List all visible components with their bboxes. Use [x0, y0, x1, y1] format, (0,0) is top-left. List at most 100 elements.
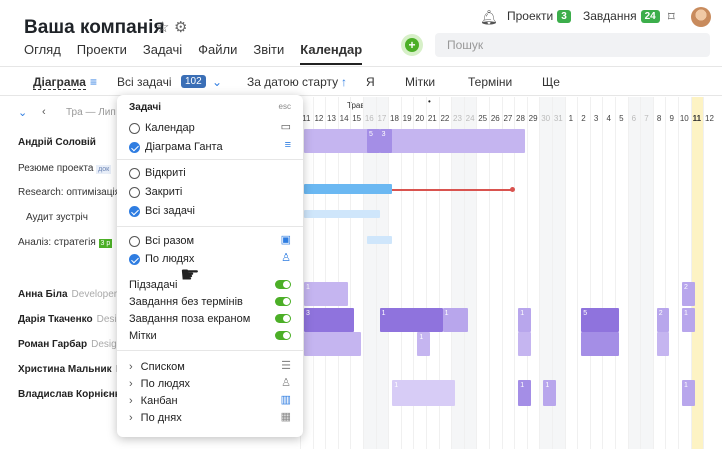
day-column	[350, 97, 363, 449]
tab-files[interactable]: Файли	[198, 42, 238, 57]
gear-icon[interactable]: ⚙	[174, 19, 188, 36]
gantt-bar[interactable]: 5	[367, 129, 380, 153]
toggle-no-deadline[interactable]: Завдання без термінів	[129, 296, 243, 308]
layout-by-days[interactable]: › По днях	[129, 412, 182, 424]
gantt-bar[interactable]	[304, 129, 525, 153]
gantt-icon: ≡	[284, 139, 291, 151]
task-count-badge: 102	[181, 75, 206, 88]
option-calendar[interactable]: Календар	[129, 122, 195, 134]
layout-kanban[interactable]: › Канбан	[129, 395, 178, 407]
dependency-dot	[510, 187, 515, 192]
task-row[interactable]: Аудит зустріч	[26, 212, 88, 223]
person-row[interactable]: Анна Біла Developer	[18, 289, 118, 300]
person-icon: ♙	[281, 377, 291, 389]
day-column	[564, 97, 578, 449]
toggle-switch[interactable]	[275, 331, 291, 340]
gantt-bar[interactable]	[367, 236, 393, 244]
projects-link[interactable]: Проекти 3	[507, 9, 571, 23]
tab-projects[interactable]: Проекти	[76, 42, 127, 57]
add-button[interactable]: +	[401, 34, 423, 56]
tab-reports[interactable]: Звіти	[253, 42, 285, 57]
toggle-subtasks[interactable]: Підзадачі	[129, 279, 178, 291]
gantt-bar[interactable]: 1	[417, 332, 430, 356]
bell-icon[interactable]: 🔔︎	[480, 9, 498, 25]
gantt-bar[interactable]: 1	[379, 308, 443, 332]
gantt-bar[interactable]: 1	[682, 308, 695, 332]
toggle-switch[interactable]	[275, 297, 291, 306]
gantt-bar[interactable]: 5	[581, 308, 619, 332]
gantt-bar[interactable]: 3	[304, 308, 355, 332]
day-column	[615, 97, 628, 449]
gantt-bar[interactable]: 1	[682, 380, 695, 406]
day-column	[640, 97, 653, 449]
day-number: 4	[606, 114, 611, 123]
day-column	[602, 97, 615, 449]
gantt-grid[interactable]: Травень • 111213141516171819202122232425…	[300, 97, 722, 449]
option-by-people[interactable]: По людях	[129, 253, 194, 265]
day-column	[627, 97, 641, 449]
layout-by-people[interactable]: › По людях	[129, 378, 191, 390]
gantt-bar[interactable]: 1	[518, 380, 531, 406]
person-row[interactable]: Роман Гарбар Design	[18, 339, 123, 350]
day-column	[463, 97, 477, 449]
prev-arrow-icon[interactable]: ‹	[42, 106, 46, 118]
person-row[interactable]: Владислав Корнієнко	[18, 389, 126, 400]
day-number: 3	[593, 114, 599, 123]
option-all-together[interactable]: Всі разом	[129, 235, 194, 247]
gantt-bar[interactable]: 2	[656, 308, 670, 332]
gantt-bar[interactable]: 1	[442, 308, 468, 332]
gantt-bar[interactable]: 1	[518, 308, 531, 332]
gantt-bar[interactable]: 1	[543, 380, 556, 406]
tasks-link[interactable]: Завдання 24	[583, 9, 660, 23]
sort-arrow-icon[interactable]: ↑	[341, 75, 347, 89]
option-gantt[interactable]: Діаграма Ганта	[129, 141, 223, 153]
more-menu[interactable]: Ще	[542, 75, 560, 89]
star-icon[interactable]: ☆	[156, 19, 170, 36]
gantt-bar[interactable]	[304, 210, 380, 218]
day-number: 12	[314, 114, 324, 123]
search-input[interactable]: Пошук	[435, 33, 710, 57]
gantt-bar[interactable]: 2	[682, 282, 695, 306]
gantt-bar[interactable]: 3	[379, 129, 393, 153]
gantt-bar[interactable]	[304, 332, 361, 356]
toggle-offscreen[interactable]: Завдання поза екраном	[129, 313, 251, 325]
person-row[interactable]: Дарія Ткаченко Design	[18, 314, 128, 325]
toggle-switch[interactable]	[275, 280, 291, 289]
gantt-bar[interactable]	[581, 332, 619, 356]
tab-tasks[interactable]: Задачі	[142, 42, 183, 57]
collapse-icon[interactable]: ⌄	[18, 107, 28, 119]
gantt-bar[interactable]	[656, 332, 670, 356]
option-closed[interactable]: Закриті	[129, 186, 182, 198]
avatar[interactable]	[691, 7, 711, 27]
day-number: 28	[516, 114, 525, 123]
task-row[interactable]: Резюме проекта док	[18, 163, 112, 174]
chevron-down-icon[interactable]: ⌄	[212, 75, 223, 89]
gantt-bar[interactable]	[304, 184, 393, 194]
toggle-labels[interactable]: Мітки	[129, 330, 157, 342]
gantt-bar[interactable]: 1	[304, 282, 349, 306]
task-row[interactable]: Research: оптимізація	[18, 187, 121, 198]
sort-selector[interactable]: За датою старту	[247, 75, 339, 89]
tab-overview[interactable]: Огляд	[24, 42, 61, 57]
list-icon: ☰	[281, 360, 291, 372]
bookmark-icon[interactable]: ⌑	[668, 9, 675, 24]
layout-list[interactable]: › Списком	[129, 361, 185, 373]
me-filter[interactable]: Я	[366, 75, 375, 89]
gantt-bar[interactable]: 1	[392, 380, 456, 406]
filter-selector[interactable]: Всі задачі	[117, 75, 172, 89]
view-selector[interactable]: Діаграма	[33, 75, 86, 90]
gantt-icon[interactable]: ≡	[90, 75, 98, 89]
toggle-switch[interactable]	[275, 314, 291, 323]
person-row[interactable]: Андрій Соловій	[18, 137, 96, 148]
deadlines-filter[interactable]: Терміни	[468, 75, 513, 89]
option-all-tasks[interactable]: Всі задачі	[129, 205, 195, 217]
labels-filter[interactable]: Мітки	[405, 75, 436, 89]
tab-calendar[interactable]: Календар	[300, 42, 363, 65]
day-number: 27	[503, 114, 513, 123]
day-number: 11	[692, 114, 702, 123]
day-column	[400, 97, 414, 449]
task-row[interactable]: Аналіз: стратегія 3 р	[18, 237, 113, 248]
option-open[interactable]: Відкриті	[129, 167, 186, 179]
day-column	[337, 97, 351, 449]
gantt-bar[interactable]	[518, 332, 531, 356]
